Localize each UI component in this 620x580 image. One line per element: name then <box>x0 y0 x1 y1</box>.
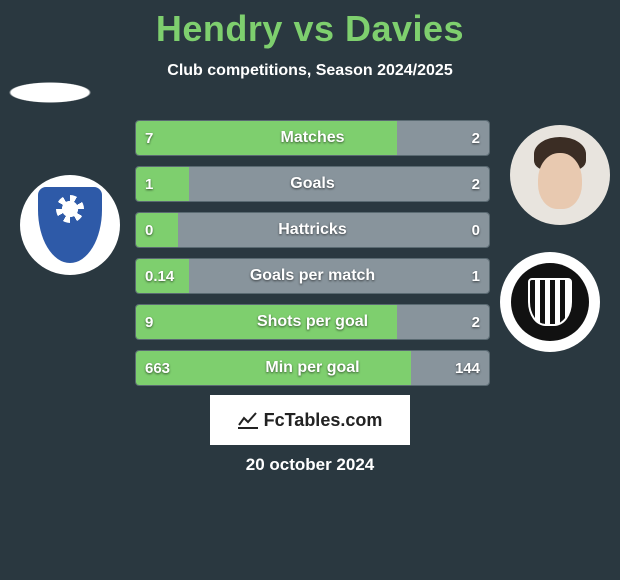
stat-row: Hattricks00 <box>135 212 490 248</box>
date-label: 20 october 2024 <box>0 455 620 475</box>
stat-bar <box>135 212 490 248</box>
stat-bar-left <box>136 121 397 155</box>
stat-bar-right <box>397 305 489 339</box>
stat-bar-right <box>189 259 489 293</box>
stat-row: Shots per goal92 <box>135 304 490 340</box>
page-title: Hendry vs Davies <box>0 0 620 50</box>
stat-bar-left <box>136 305 397 339</box>
club-left-crest <box>20 175 120 275</box>
stat-bar-right <box>397 121 489 155</box>
brand-badge: FcTables.com <box>210 395 410 445</box>
stat-bar <box>135 120 490 156</box>
chart-icon <box>238 411 258 429</box>
stat-bar <box>135 258 490 294</box>
stat-bar-left <box>136 259 189 293</box>
stat-bar <box>135 166 490 202</box>
club-right-crest <box>500 252 600 352</box>
stat-bar-left <box>136 167 189 201</box>
brand-text: FcTables.com <box>264 410 383 431</box>
stat-bar <box>135 304 490 340</box>
stats-comparison: Matches72 Goals12 Hattricks00 Goals per mat… <box>135 120 490 396</box>
page-subtitle: Club competitions, Season 2024/2025 <box>0 62 620 80</box>
stat-bar-left <box>136 213 178 247</box>
stat-bar-left <box>136 351 411 385</box>
stat-row: Goals per match0.141 <box>135 258 490 294</box>
stat-row: Min per goal663144 <box>135 350 490 386</box>
player-right-avatar <box>510 125 610 225</box>
stat-bar-right <box>189 167 489 201</box>
stat-bar-right <box>178 213 489 247</box>
player-left-avatar <box>0 80 100 105</box>
stat-bar <box>135 350 490 386</box>
stat-bar-right <box>411 351 489 385</box>
stat-row: Goals12 <box>135 166 490 202</box>
stat-row: Matches72 <box>135 120 490 156</box>
